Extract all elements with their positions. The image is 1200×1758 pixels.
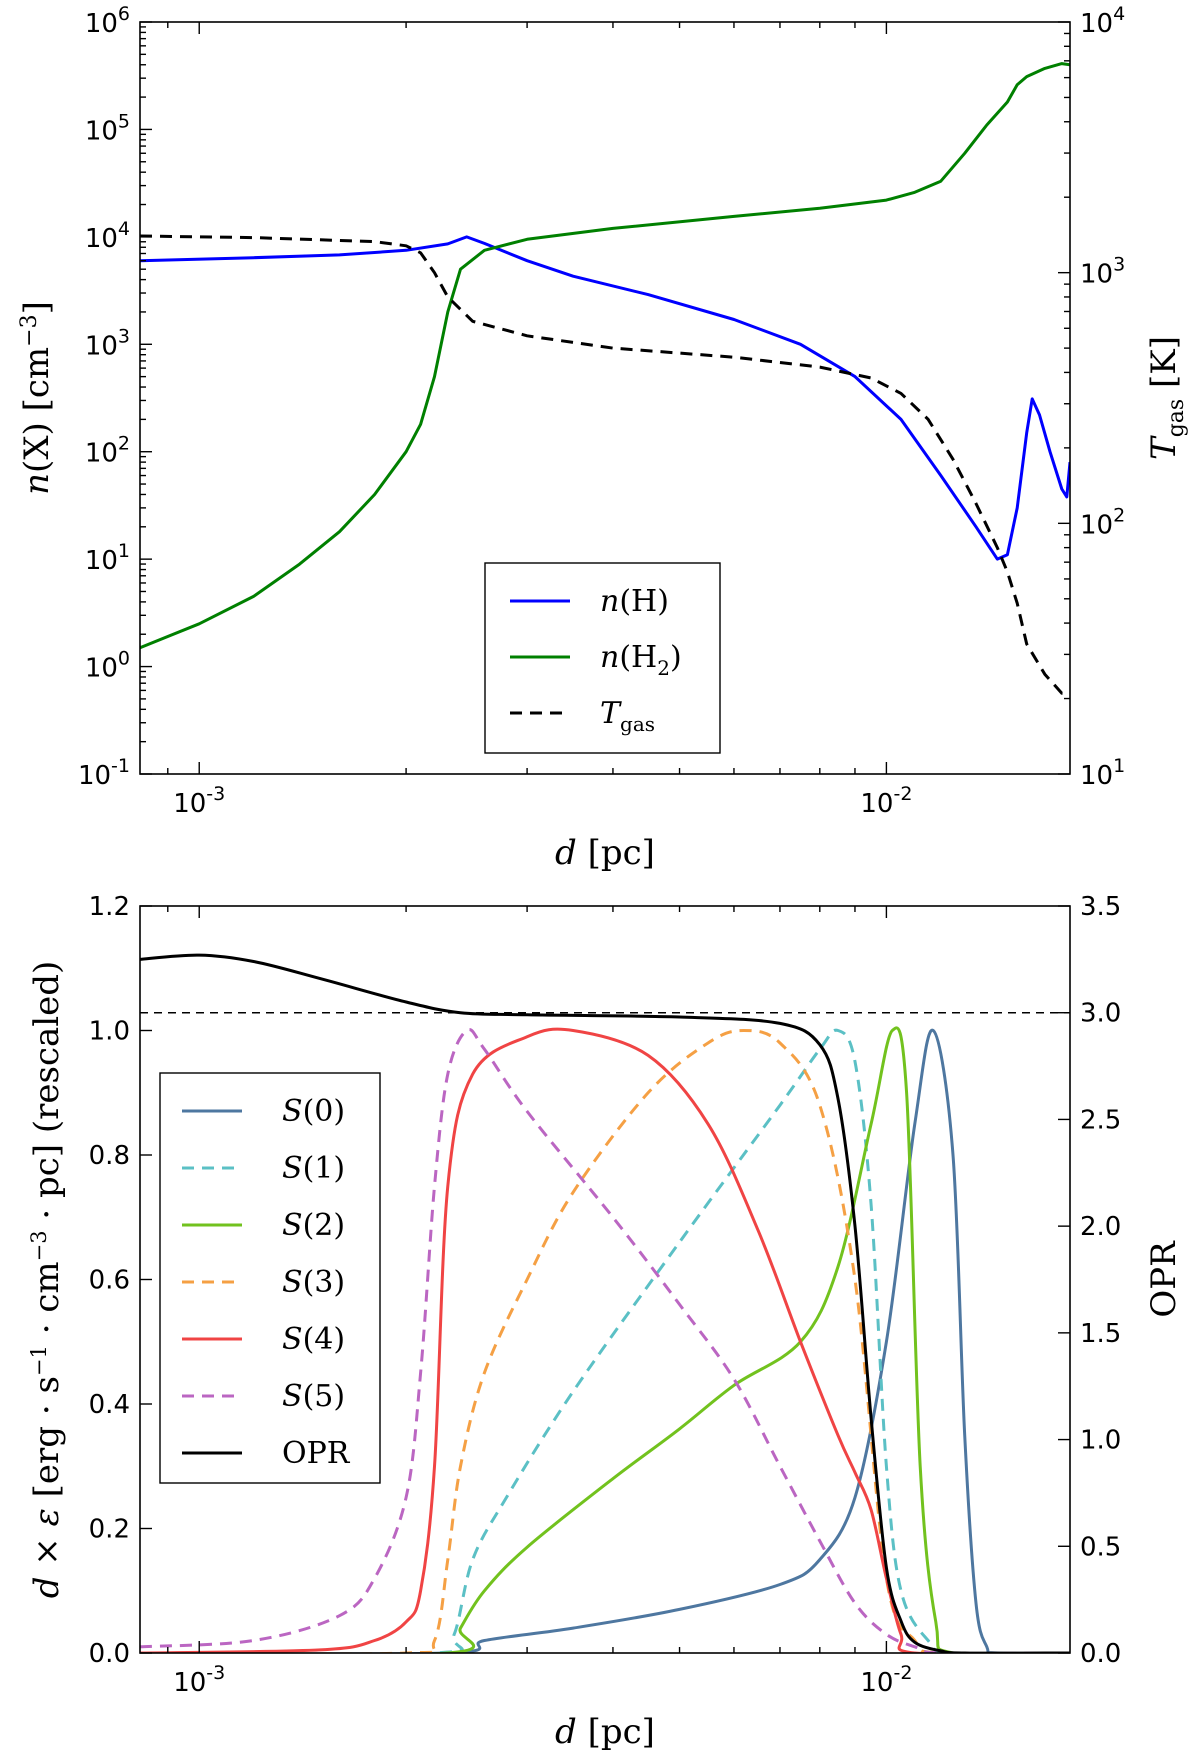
y-right-tick-label: 101: [1080, 755, 1125, 791]
series-line-opr: [140, 953, 1070, 1653]
y-left-tick-label: 10-1: [78, 755, 130, 791]
y-right-tick-label: 1.5: [1080, 1319, 1121, 1349]
y-right-tick-label: 2.5: [1080, 1105, 1121, 1135]
y-left-tick-label: 1.2: [89, 892, 130, 922]
y-right-axis-label: Tgas [K]: [1144, 336, 1189, 460]
top-panel: 10-3 10-2 10-1 100 101 102 103 104 105 106 101 102 1…: [17, 3, 1189, 873]
bottom-series-group: [140, 953, 1070, 1653]
legend-label: S(1): [282, 1151, 345, 1186]
y-left-tick-label: 1.0: [89, 1017, 130, 1047]
y-right-tick-label: 3.0: [1080, 999, 1121, 1029]
y-right-tick-label: 2.0: [1080, 1212, 1121, 1242]
legend-box: [159, 1072, 381, 1484]
legend-label: S(5): [282, 1379, 345, 1414]
x-axis-label: d [pc]: [555, 1712, 655, 1752]
x-tick-label: 10-3: [173, 1662, 225, 1698]
legend-label: S(4): [282, 1322, 345, 1357]
y-right-tick-label: 104: [1080, 3, 1125, 39]
legend-label: OPR: [282, 1436, 351, 1471]
y-right-tick-label: 0.5: [1080, 1532, 1121, 1562]
legend-label: S(2): [282, 1208, 345, 1243]
y-right-tick-label: 0.0: [1080, 1639, 1121, 1669]
series-line-s-3-: [140, 1029, 1070, 1653]
y-right-axis-label: OPR: [1144, 1240, 1184, 1318]
legend-label: n(H): [600, 584, 669, 619]
y-right-tick-label: 1.0: [1080, 1426, 1121, 1456]
legend-label: S(3): [282, 1265, 345, 1300]
y-left-tick-label: 104: [85, 218, 130, 254]
x-axis-label: d [pc]: [555, 833, 655, 873]
series-line-s-4-: [140, 1027, 1070, 1653]
series-line-s-5-: [140, 1028, 1070, 1653]
series-line-n-h-: [140, 235, 1070, 561]
top-plot-frame: [139, 21, 1071, 775]
y-left-tick-label: 0.8: [89, 1141, 130, 1171]
legend-label: S(0): [282, 1094, 345, 1129]
y-right-tick-label: 102: [1080, 504, 1125, 540]
top-legend: n(H) n(H2) Tgas: [484, 562, 721, 754]
y-left-tick-label: 101: [85, 540, 130, 576]
series-line-s-2-: [140, 1026, 1070, 1653]
y-right-tick-label: 103: [1080, 254, 1125, 290]
top-series-group: [140, 62, 1070, 695]
series-line-t-gas: [140, 234, 1070, 695]
bottom-panel: 10-3 10-2 0.0 0.2 0.4 0.6 0.8 1.0 1.2 0.0 0.5 1.0 1.…: [27, 892, 1184, 1752]
y-left-tick-label: 100: [85, 648, 130, 684]
y-left-tick-label: 0.0: [89, 1639, 130, 1669]
bottom-legend: S(0) S(1) S(2) S(3) S(4) S(5) OPR: [159, 1072, 381, 1484]
y-right-tick-label: 3.5: [1080, 892, 1121, 922]
x-tick-label: 10-2: [860, 1662, 912, 1698]
y-left-axis-label: n(X) [cm−3]: [17, 301, 57, 495]
series-line-s-0-: [140, 1028, 1070, 1653]
y-left-tick-label: 0.2: [89, 1515, 130, 1545]
y-left-axis-label: d × ε [erg · s−1 · cm−3 · pc] (rescaled): [27, 961, 67, 1599]
legend-label: n(H2): [600, 640, 682, 680]
y-left-tick-label: 0.4: [89, 1390, 130, 1420]
y-left-tick-label: 103: [85, 325, 130, 361]
series-line-n-h2-: [140, 62, 1070, 650]
x-tick-label: 10-2: [860, 783, 912, 819]
y-left-tick-label: 102: [85, 433, 130, 469]
x-tick-label: 10-3: [173, 783, 225, 819]
y-left-tick-label: 105: [85, 110, 130, 146]
y-left-tick-label: 106: [85, 3, 130, 39]
y-left-tick-label: 0.6: [89, 1266, 130, 1296]
legend-label: Tgas: [600, 696, 655, 736]
